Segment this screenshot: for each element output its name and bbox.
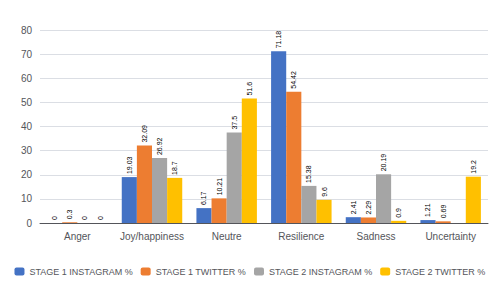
svg-text:Joy/happiness: Joy/happiness [120,231,184,242]
svg-text:0.3: 0.3 [66,209,73,219]
svg-text:0: 0 [51,216,58,220]
svg-text:71.18: 71.18 [275,31,282,49]
svg-text:Uncertainty: Uncertainty [425,231,476,242]
svg-text:Resilience: Resilience [278,231,325,242]
svg-text:60: 60 [21,73,33,84]
svg-text:20: 20 [21,169,33,180]
svg-text:Anger: Anger [64,231,91,242]
svg-text:2.29: 2.29 [365,201,372,215]
svg-text:51.6: 51.6 [246,82,253,96]
svg-text:0: 0 [81,216,88,220]
svg-text:10.21: 10.21 [216,178,223,196]
svg-text:19.03: 19.03 [126,156,133,174]
svg-text:0: 0 [26,218,32,229]
svg-text:50: 50 [21,97,33,108]
svg-text:37.5: 37.5 [231,116,238,130]
svg-text:70: 70 [21,49,33,60]
svg-text:20.19: 20.19 [380,154,387,172]
svg-text:15.38: 15.38 [305,165,312,183]
svg-text:54.42: 54.42 [290,71,297,89]
svg-text:19.2: 19.2 [470,160,477,174]
svg-text:26.92: 26.92 [156,137,163,155]
svg-text:9.6: 9.6 [321,187,328,197]
svg-text:32.09: 32.09 [141,125,148,143]
svg-text:30: 30 [21,145,33,156]
svg-text:1.21: 1.21 [424,203,431,217]
svg-text:0.9: 0.9 [395,208,402,218]
svg-text:6.17: 6.17 [200,191,207,205]
svg-text:STAGE 2 TWITTER %: STAGE 2 TWITTER % [395,267,485,277]
svg-text:80: 80 [21,25,33,36]
svg-text:0: 0 [97,216,104,220]
svg-text:Neutre: Neutre [212,231,242,242]
svg-text:Sadness: Sadness [357,231,396,242]
svg-text:STAGE 1 TWITTER %: STAGE 1 TWITTER % [156,267,246,277]
svg-text:18.7: 18.7 [171,161,178,175]
svg-text:STAGE 2 INSTAGRAM %: STAGE 2 INSTAGRAM % [269,267,372,277]
svg-text:2.41: 2.41 [350,200,357,214]
svg-text:STAGE 1 INSTAGRAM %: STAGE 1 INSTAGRAM % [29,267,132,277]
svg-text:40: 40 [21,121,33,132]
svg-text:0.69: 0.69 [440,205,447,219]
svg-text:10: 10 [21,193,33,204]
